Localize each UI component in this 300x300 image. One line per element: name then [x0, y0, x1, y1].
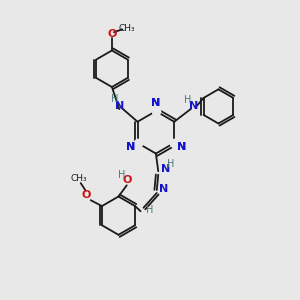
Text: H: H — [146, 205, 154, 215]
Text: O: O — [107, 29, 117, 39]
Text: N: N — [189, 101, 198, 111]
Text: N: N — [177, 142, 186, 152]
Text: N: N — [115, 100, 124, 110]
Text: H: H — [167, 158, 174, 169]
Text: H: H — [118, 170, 125, 180]
Text: N: N — [161, 164, 170, 174]
Text: CH₃: CH₃ — [119, 24, 136, 33]
Text: N: N — [151, 98, 160, 108]
Text: O: O — [122, 175, 131, 185]
Text: N: N — [126, 142, 135, 152]
Text: H: H — [111, 94, 118, 104]
Text: H: H — [184, 95, 192, 105]
Text: CH₃: CH₃ — [70, 174, 87, 183]
Text: N: N — [151, 98, 160, 108]
Text: N: N — [177, 142, 186, 152]
Text: O: O — [81, 190, 90, 200]
Text: N: N — [126, 142, 135, 152]
Text: N: N — [159, 184, 168, 194]
